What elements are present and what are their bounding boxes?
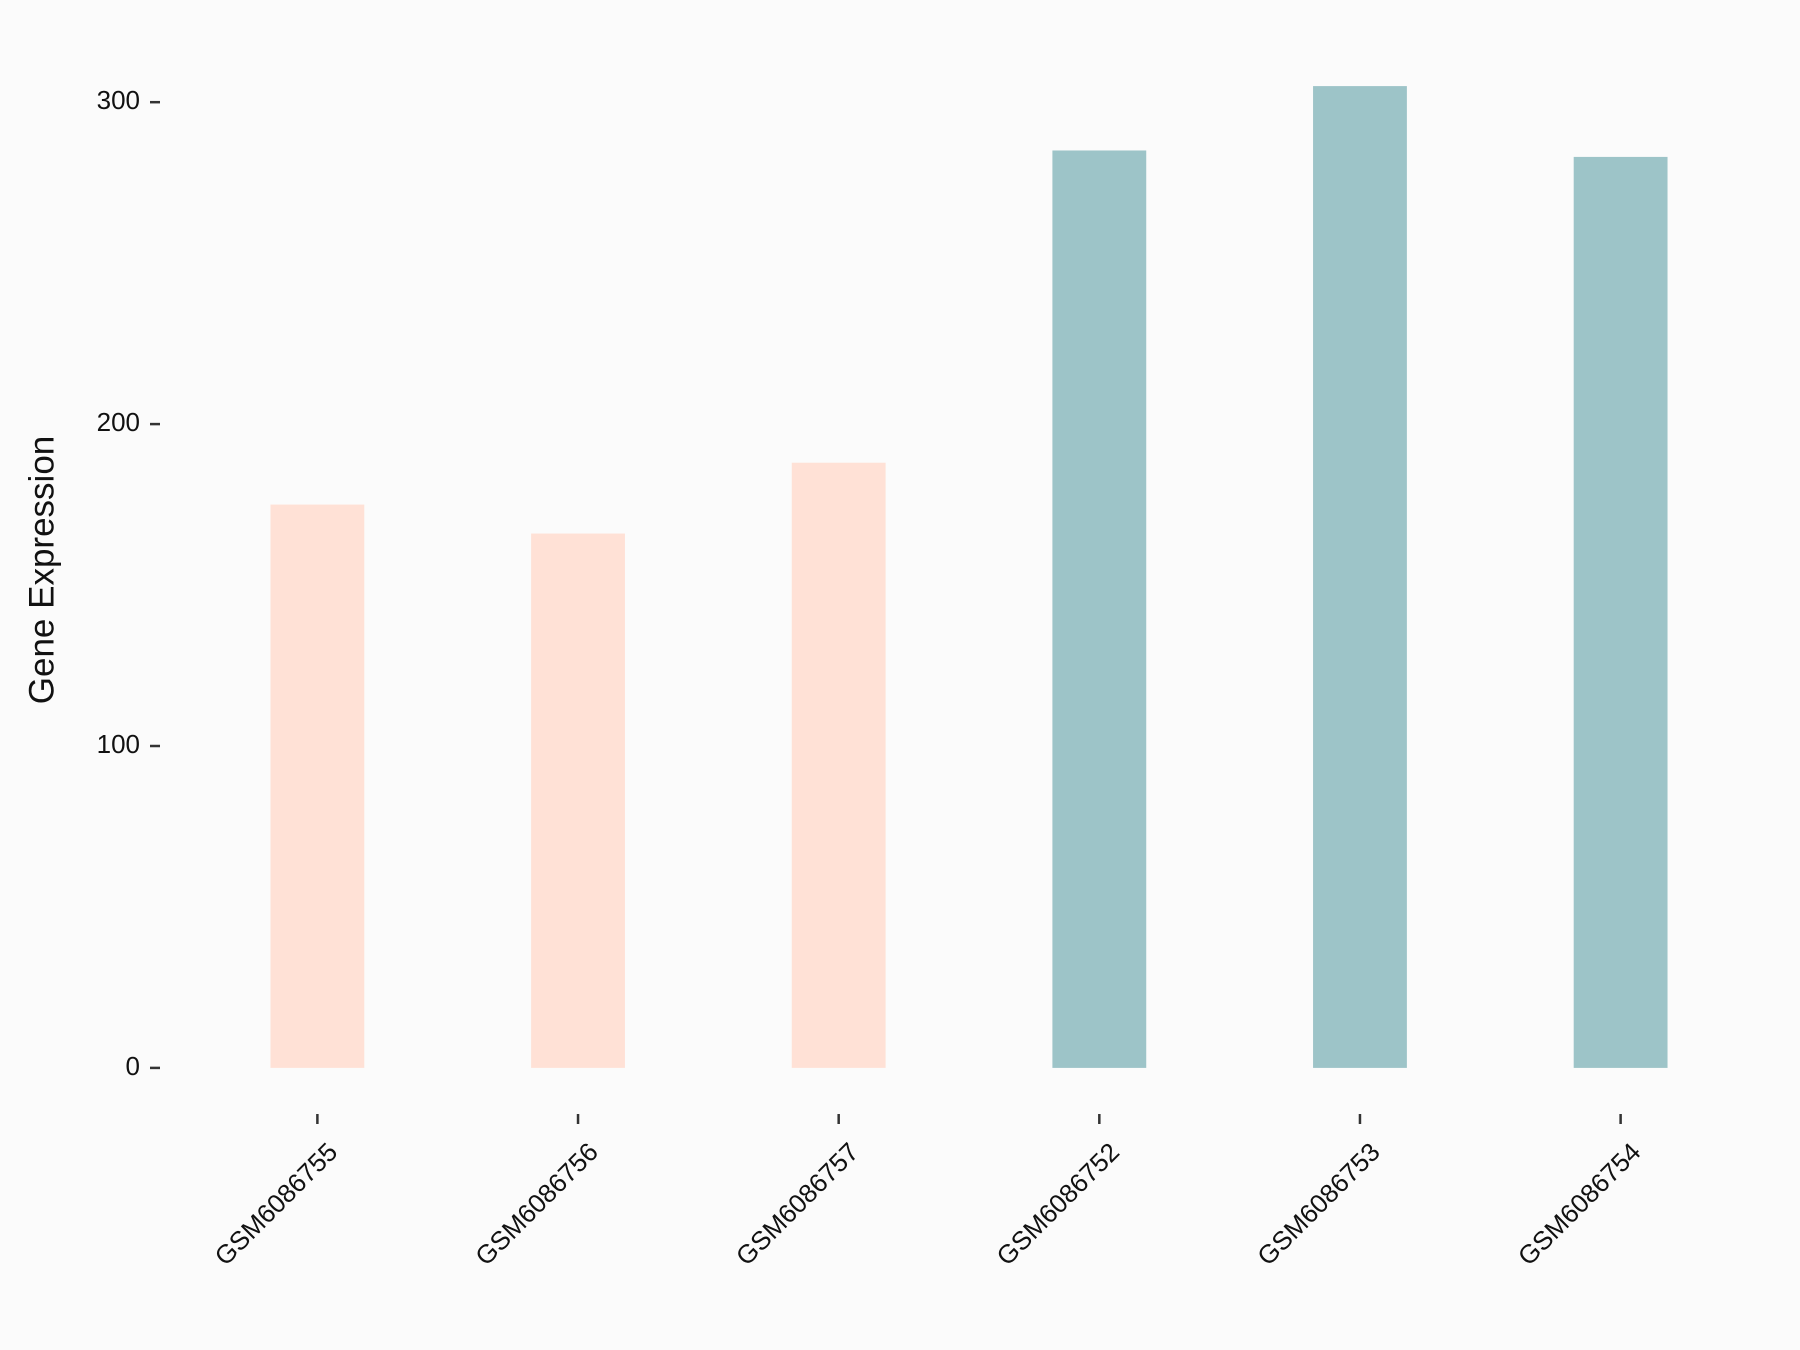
- bar: [1313, 86, 1407, 1068]
- y-tick-label: 300: [97, 85, 140, 115]
- bar: [531, 533, 625, 1068]
- y-tick-label: 0: [126, 1051, 140, 1081]
- y-tick-label: 200: [97, 407, 140, 437]
- y-axis-title: Gene Expression: [22, 436, 61, 704]
- bar: [270, 504, 365, 1068]
- bar: [1052, 150, 1147, 1068]
- y-tick-label: 100: [97, 729, 140, 759]
- bar: [791, 462, 886, 1068]
- bar: [1573, 156, 1668, 1068]
